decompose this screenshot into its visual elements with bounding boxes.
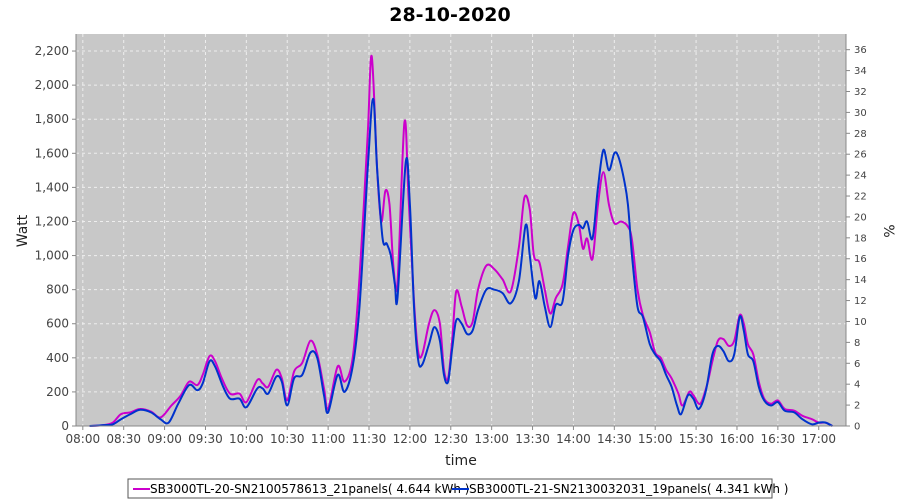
y-axis-ticks: 0 200 400 600 800 1,000 1,200 1,400 1,600 1,800 2,… [35, 44, 76, 433]
y2-tick-label-2: 4 [854, 380, 860, 391]
y2-axis-label: % [880, 224, 896, 237]
y-tick-label-10: 2,000 [35, 78, 69, 92]
y-tick-label-11: 2,200 [35, 44, 69, 58]
y2-tick-label-9: 18 [854, 233, 867, 244]
plot-area [76, 34, 846, 426]
y-tick-label-1: 200 [46, 385, 69, 399]
y2-tick-label-12: 24 [854, 171, 867, 182]
y2-tick-label-15: 30 [854, 108, 867, 119]
y-axis-label: Watt [15, 214, 31, 247]
x-tick-label-16: 16:00 [720, 432, 755, 446]
chart-title: 28-10-2020 [389, 4, 511, 26]
y2-tick-label-16: 32 [854, 87, 867, 98]
x-tick-label-11: 13:30 [515, 432, 550, 446]
y-tick-label-6: 1,200 [35, 214, 69, 228]
x-tick-label-3: 09:30 [188, 432, 223, 446]
x-tick-label-0: 08:00 [66, 432, 101, 446]
y2-tick-label-17: 34 [854, 66, 867, 77]
series-lines [89, 55, 833, 427]
legend: SB3000TL-20-SN2100578613_21panels( 4.644… [127, 478, 788, 499]
y2-tick-label-14: 28 [854, 129, 867, 140]
y-tick-label-3: 600 [46, 317, 69, 331]
x-tick-label-12: 14:00 [556, 432, 591, 446]
series-line-1 [89, 97, 833, 427]
y2-tick-label-13: 26 [854, 150, 867, 161]
x-axis-ticks: 08:00 08:30 09:00 09:30 10:00 10:30 11:00 11:30… [66, 426, 836, 446]
x-tick-label-17: 16:30 [761, 432, 796, 446]
y-tick-label-8: 1,600 [35, 146, 69, 160]
x-tick-label-9: 12:30 [433, 432, 468, 446]
x-tick-label-18: 17:00 [801, 432, 836, 446]
legend-label-1: SB3000TL-21-SN2130032031_19panels( 4.341… [469, 482, 788, 496]
y2-tick-label-18: 36 [854, 45, 867, 56]
y-tick-label-5: 1,000 [35, 249, 69, 263]
x-tick-label-7: 11:30 [352, 432, 387, 446]
x-tick-label-6: 11:00 [311, 432, 346, 446]
y-tick-label-9: 1,800 [35, 112, 69, 126]
y-tick-label-0: 0 [61, 419, 69, 433]
y2-tick-label-5: 10 [854, 317, 867, 328]
legend-label-0: SB3000TL-20-SN2100578613_21panels( 4.644… [150, 482, 469, 496]
x-tick-label-14: 15:00 [638, 432, 673, 446]
y2-tick-label-10: 20 [854, 212, 867, 223]
x-tick-label-4: 10:00 [229, 432, 264, 446]
y2-tick-label-1: 2 [854, 401, 860, 412]
y-tick-label-7: 1,400 [35, 180, 69, 194]
y-tick-label-4: 800 [46, 283, 69, 297]
y-tick-label-2: 400 [46, 351, 69, 365]
y2-tick-label-0: 0 [854, 422, 860, 433]
y2-tick-label-11: 22 [854, 192, 867, 203]
grid-lines [76, 34, 846, 427]
x-tick-label-13: 14:30 [597, 432, 632, 446]
x-axis-label: time [445, 453, 477, 469]
x-tick-label-5: 10:30 [270, 432, 305, 446]
y2-tick-label-8: 16 [854, 254, 867, 265]
x-tick-label-8: 12:00 [393, 432, 428, 446]
y2-tick-label-6: 12 [854, 296, 867, 307]
x-tick-label-15: 15:30 [679, 432, 714, 446]
y2-tick-label-7: 14 [854, 275, 867, 286]
x-tick-label-1: 08:30 [106, 432, 141, 446]
x-tick-label-2: 09:00 [147, 432, 182, 446]
legend-box [127, 478, 773, 499]
x-tick-label-10: 13:00 [474, 432, 509, 446]
y2-tick-label-4: 8 [854, 338, 860, 349]
y2-tick-label-3: 6 [854, 359, 860, 370]
